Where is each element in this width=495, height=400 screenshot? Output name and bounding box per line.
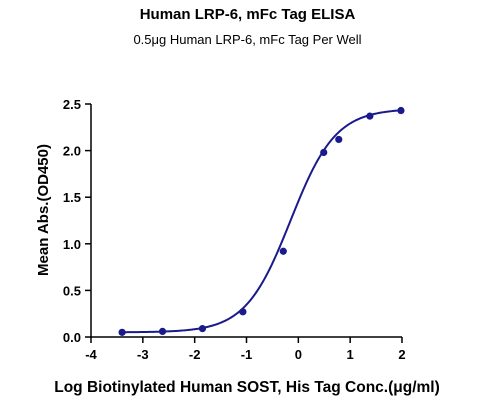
- data-point: [118, 328, 126, 336]
- data-point: [397, 106, 405, 115]
- y-axis-label: Mean Abs.(OD450): [35, 144, 52, 276]
- y-tick-label: 1.0: [63, 237, 81, 252]
- data-point: [158, 327, 167, 336]
- x-tick-label: 1: [347, 347, 354, 362]
- data-point: [320, 148, 328, 157]
- chart-title: Human LRP-6, mFc Tag ELISA: [139, 6, 356, 23]
- data-point: [335, 135, 343, 144]
- y-tick-label: 2.0: [63, 144, 81, 159]
- x-axis-label: Log Biotinylated Human SOST, His Tag Con…: [54, 379, 440, 396]
- x-tick-label: -4: [85, 347, 97, 362]
- data-points: [118, 106, 405, 336]
- x-tick-label: -1: [241, 347, 253, 362]
- ticks: -4 -3 -2 -1 0 1 2 0.0 0.5 1.0 1.5 2.0 2.5: [63, 97, 406, 362]
- data-point: [198, 325, 207, 333]
- y-tick-label: 2.5: [63, 97, 81, 112]
- x-tick-label: 0: [295, 347, 302, 362]
- x-tick-label: -2: [189, 347, 201, 362]
- chart-subtitle: 0.5μg Human LRP-6, mFc Tag Per Well: [133, 32, 362, 47]
- data-point: [366, 112, 374, 120]
- x-tick-label: 2: [398, 347, 405, 362]
- y-tick-label: 1.5: [63, 190, 81, 205]
- y-tick-label: 0.5: [63, 283, 81, 298]
- data-point: [279, 247, 287, 255]
- y-tick-label: 0.0: [63, 330, 81, 345]
- axes: [90, 104, 402, 338]
- data-point: [239, 308, 247, 316]
- x-tick-label: -3: [137, 347, 149, 362]
- fit-curve: [122, 109, 402, 334]
